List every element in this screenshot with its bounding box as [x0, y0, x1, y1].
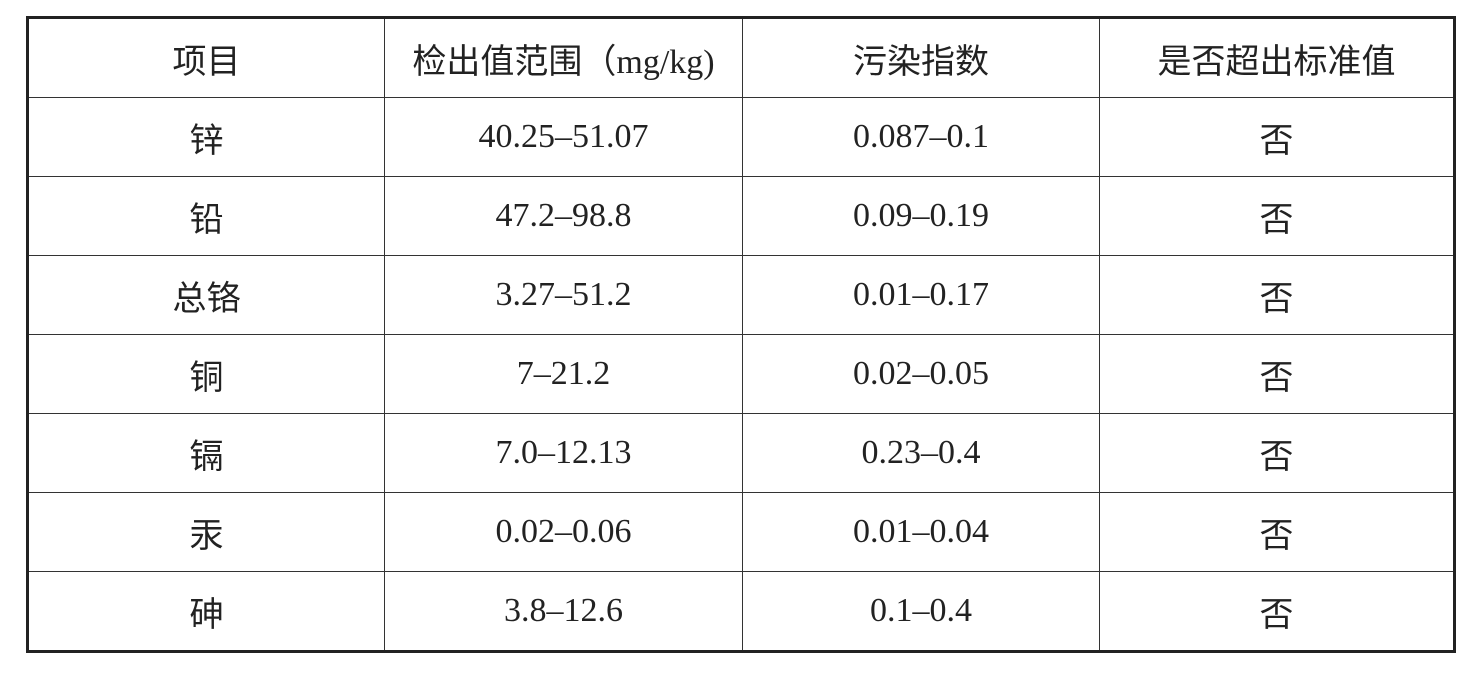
table-cell: 3.8–12.6 [384, 571, 743, 652]
table-row: 总铬 3.27–51.2 0.01–0.17 否 [27, 255, 1455, 335]
table-cell: 锌 [27, 97, 385, 177]
header-cell: 是否超出标准值 [1099, 17, 1455, 98]
table-cell: 0.02–0.06 [384, 492, 743, 572]
header-cell: 项目 [27, 17, 385, 98]
table-cell: 0.1–0.4 [742, 571, 1100, 652]
table-cell: 0.23–0.4 [742, 413, 1100, 493]
table-cell: 0.01–0.17 [742, 255, 1100, 335]
table-cell: 0.02–0.05 [742, 334, 1100, 414]
table-cell: 7.0–12.13 [384, 413, 743, 493]
table-cell: 7–21.2 [384, 334, 743, 414]
table-cell: 否 [1099, 176, 1455, 256]
table-cell: 否 [1099, 334, 1455, 414]
table-row: 锌 40.25–51.07 0.087–0.1 否 [27, 97, 1455, 177]
table-cell: 0.01–0.04 [742, 492, 1100, 572]
table-cell: 40.25–51.07 [384, 97, 743, 177]
table-cell: 镉 [27, 413, 385, 493]
table-body: 锌 40.25–51.07 0.087–0.1 否铅 47.2–98.8 0.09–0.1… [27, 97, 1455, 652]
table-cell: 0.087–0.1 [742, 97, 1100, 177]
table-cell: 汞 [27, 492, 385, 572]
table-cell: 47.2–98.8 [384, 176, 743, 256]
header-cell: 污染指数 [742, 17, 1100, 98]
header-row: 项目 检出值范围（mg/kg) 污染指数 是否超出标准值 [27, 17, 1455, 98]
table-cell: 总铬 [27, 255, 385, 335]
table-cell: 砷 [27, 571, 385, 652]
table-cell: 铅 [27, 176, 385, 256]
table-row: 砷 3.8–12.6 0.1–0.4 否 [27, 571, 1455, 652]
table-cell: 否 [1099, 571, 1455, 652]
table-row: 铅 47.2–98.8 0.09–0.19 否 [27, 176, 1455, 256]
data-table: 项目 检出值范围（mg/kg) 污染指数 是否超出标准值 锌 40.25–51.07 0.… [26, 16, 1456, 653]
table-row: 镉 7.0–12.13 0.23–0.4 否 [27, 413, 1455, 493]
table-cell: 3.27–51.2 [384, 255, 743, 335]
table-cell: 铜 [27, 334, 385, 414]
table-cell: 否 [1099, 97, 1455, 177]
table-cell: 否 [1099, 492, 1455, 572]
table-row: 铜 7–21.2 0.02–0.05 否 [27, 334, 1455, 414]
table-cell: 0.09–0.19 [742, 176, 1100, 256]
table-cell: 否 [1099, 255, 1455, 335]
header-cell: 检出值范围（mg/kg) [384, 17, 743, 98]
table-cell: 否 [1099, 413, 1455, 493]
table-row: 汞 0.02–0.06 0.01–0.04 否 [27, 492, 1455, 572]
